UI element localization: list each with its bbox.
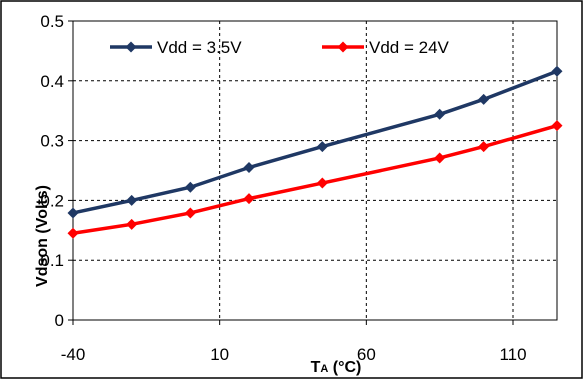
data-point (434, 108, 446, 120)
data-point (243, 162, 255, 174)
y-axis-title: Vdson (Volts) (34, 185, 51, 287)
plot-area (72, 20, 558, 321)
data-point (67, 227, 79, 239)
data-point (243, 193, 255, 205)
x-tick-label: 10 (210, 345, 229, 364)
data-point (126, 218, 138, 230)
data-point (478, 93, 490, 105)
tick-labels: 0 0.1 0.2 0.3 0.4 0.5 -40 10 60 110 (40, 12, 526, 364)
legend-label: Vdd = 3.5V (157, 38, 242, 57)
data-point (67, 207, 79, 219)
y-tick-label: 0.3 (40, 132, 64, 151)
x-axis-title-main: T (311, 359, 321, 376)
y-tick-label: 0.4 (40, 72, 64, 91)
x-axis-title-unit: (°C) (328, 359, 361, 376)
data-point (184, 181, 196, 193)
data-point (316, 177, 328, 189)
x-axis-title-sub: A (320, 363, 328, 375)
series-lines (67, 65, 563, 239)
x-tick-label: 60 (357, 345, 376, 364)
data-point (434, 152, 446, 164)
legend-label: Vdd = 24V (369, 38, 450, 57)
data-point (126, 194, 138, 206)
x-tick-label: 110 (499, 345, 526, 364)
data-point (316, 141, 328, 153)
x-axis-title: TA (°C) (311, 359, 362, 376)
data-point (478, 141, 490, 153)
y-tick-label: 0 (55, 311, 64, 330)
y-tick-label: 0.5 (40, 12, 64, 31)
grid-lines (73, 20, 557, 320)
data-point (551, 120, 563, 132)
series-line (72, 123, 558, 236)
legend-marker (337, 41, 349, 53)
x-tick-label: -40 (61, 345, 86, 364)
legend: Vdd = 3.5V Vdd = 24V (110, 38, 450, 57)
legend-marker (125, 41, 137, 53)
y-tick-label: 0.1 (40, 251, 64, 270)
series-line (72, 69, 558, 215)
data-point (551, 65, 563, 77)
data-point (184, 207, 196, 219)
y-tick-label: 0.2 (40, 191, 64, 210)
